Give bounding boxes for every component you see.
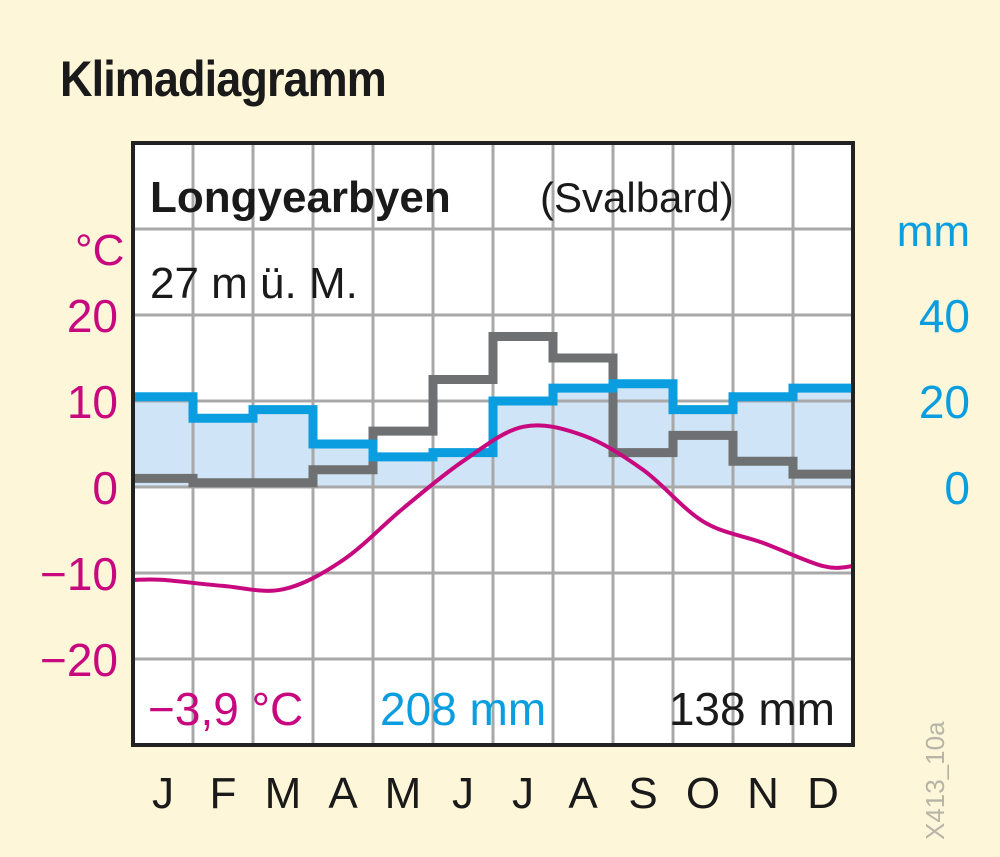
month-label: S (628, 769, 657, 818)
month-label: O (686, 769, 720, 818)
left-axis-unit: °C (75, 226, 124, 275)
gray-series-line (133, 332, 853, 488)
station-region: (Svalbard) (540, 174, 734, 221)
month-label: J (452, 769, 474, 818)
month-label: J (152, 769, 174, 818)
precipitation-total-label: 208 mm (380, 683, 546, 735)
right-axis-tick: 20 (919, 376, 970, 428)
month-label: A (328, 769, 358, 818)
month-label: J (512, 769, 534, 818)
precipitation-line (133, 379, 853, 462)
left-axis-tick: 10 (67, 376, 118, 428)
right-axis-tick: 40 (919, 290, 970, 342)
month-label: M (385, 769, 422, 818)
left-axis-tick: 0 (92, 462, 118, 514)
station-elevation: 27 m ü. M. (150, 259, 358, 308)
temperature-line (132, 423, 854, 593)
month-label: M (265, 769, 302, 818)
month-label: D (807, 769, 839, 818)
gray-total-label: 138 mm (669, 683, 835, 735)
mean-temperature-label: −3,9 °C (148, 683, 303, 735)
month-label: N (747, 769, 779, 818)
right-axis-tick: 0 (944, 462, 970, 514)
plot-frame (131, 141, 855, 747)
right-axis-unit: mm (897, 207, 970, 256)
month-label: A (568, 769, 598, 818)
station-name: Longyearbyen (150, 173, 451, 222)
left-axis-tick: 20 (67, 290, 118, 342)
figure-code: X413_10a (920, 721, 950, 840)
page-title: Klimadiagramm (60, 51, 387, 107)
left-axis-tick: −20 (40, 634, 118, 686)
left-axis-tick: −10 (40, 548, 118, 600)
month-label: F (210, 769, 237, 818)
